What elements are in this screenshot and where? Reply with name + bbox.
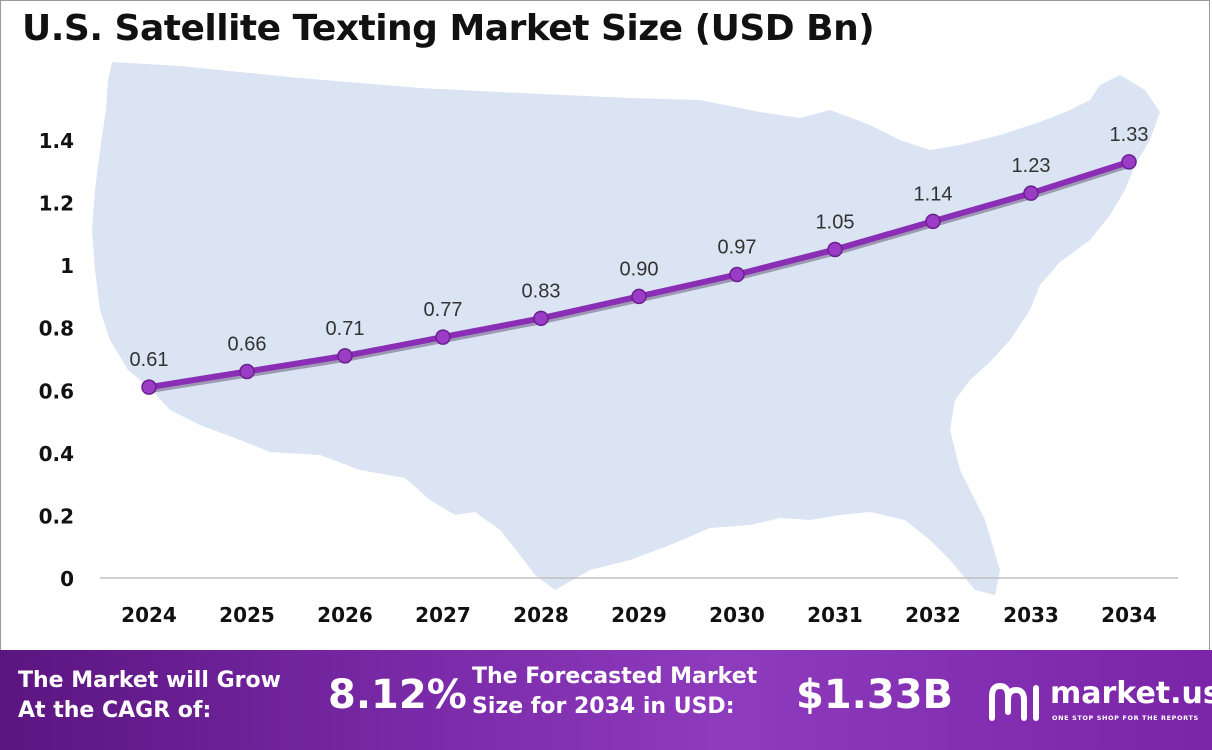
x-tick-label: 2028 (513, 603, 569, 627)
logo-mark-icon (989, 682, 1039, 721)
data-point (435, 329, 451, 345)
x-tick-label: 2024 (121, 603, 177, 627)
data-label: 1.23 (1012, 155, 1051, 177)
x-tick-label: 2026 (317, 603, 373, 627)
line-chart: 00.20.40.60.811.21.4 2024 2025 2026 2027 202… (39, 62, 1178, 627)
data-label: 0.61 (130, 349, 169, 371)
data-label: 0.77 (424, 299, 463, 321)
y-axis: 0 0.2 0.4 0.6 0.8 1 1.2 1.4 (39, 129, 74, 591)
x-tick-label: 2033 (1003, 603, 1059, 627)
logo-text: market.us (1050, 676, 1212, 711)
data-point (1023, 185, 1039, 201)
x-tick-label: 2034 (1101, 603, 1157, 627)
x-tick-label: 2025 (219, 603, 275, 627)
y-tick-label: 0.2 (39, 504, 74, 528)
x-tick-label: 2027 (415, 603, 471, 627)
data-point (141, 379, 157, 395)
data-point (337, 348, 353, 364)
x-tick-label: 2032 (905, 603, 961, 627)
forecast-label-line2: Size for 2034 in USD: (472, 694, 735, 719)
x-axis: 2024 2025 2026 2027 2028 2029 2030 2031 2032 2033… (121, 603, 1157, 627)
forecast-label-line1: The Forecasted Market (472, 664, 758, 689)
data-point (239, 363, 255, 380)
y-tick-label: 0 (60, 567, 74, 591)
cagr-label: The Market will Grow At the CAGR of: (18, 666, 281, 726)
data-label: 0.83 (522, 280, 561, 302)
data-label: 0.66 (228, 334, 267, 356)
y-tick-label: 0.6 (39, 379, 74, 403)
y-tick-label: 1.4 (39, 129, 74, 153)
data-label: 0.71 (326, 318, 365, 340)
forecast-label: The Forecasted Market Size for 2034 in U… (472, 662, 757, 722)
data-labels: 0.61 0.66 0.71 0.77 0.83 0.90 0.97 1.05 1.14 1.23… (130, 124, 1149, 371)
data-point (1121, 154, 1137, 170)
data-point (729, 266, 745, 283)
data-point (925, 213, 941, 230)
data-point (827, 241, 843, 258)
chart-title: U.S. Satellite Texting Market Size (USD … (22, 8, 875, 49)
data-markers (141, 154, 1137, 395)
y-tick-label: 1.2 (39, 192, 74, 216)
x-tick-label: 2031 (807, 603, 863, 627)
y-tick-label: 1 (60, 254, 74, 278)
y-tick-label: 0.4 (39, 442, 74, 466)
data-label: 1.05 (816, 212, 855, 234)
cagr-label-line2: At the CAGR of: (18, 698, 212, 723)
us-map-silhouette (92, 62, 1160, 595)
y-tick-label: 0.8 (39, 317, 74, 341)
market-us-logo: market.us ONE STOP SHOP FOR THE REPORTS (988, 676, 1212, 726)
forecast-value: $1.33B (796, 672, 954, 718)
data-label: 1.33 (1110, 124, 1149, 146)
cagr-value: 8.12% (328, 672, 467, 718)
logo-tagline: ONE STOP SHOP FOR THE REPORTS (1052, 714, 1199, 722)
data-label: 0.90 (620, 258, 659, 280)
data-point (631, 288, 647, 305)
x-tick-label: 2029 (611, 603, 667, 627)
cagr-label-line1: The Market will Grow (18, 668, 281, 693)
data-label: 0.97 (718, 237, 757, 259)
data-point (533, 310, 549, 327)
summary-footer: The Market will Grow At the CAGR of: 8.1… (0, 650, 1212, 750)
x-tick-label: 2030 (709, 603, 765, 627)
data-label: 1.14 (914, 183, 953, 205)
